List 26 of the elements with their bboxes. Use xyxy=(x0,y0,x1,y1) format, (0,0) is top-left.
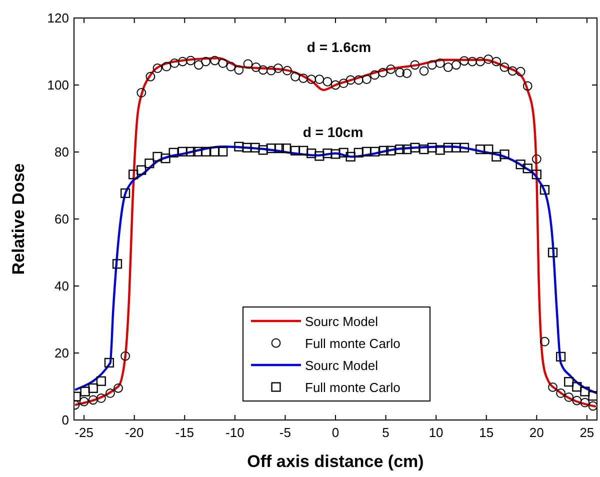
y-tick-label: 60 xyxy=(54,212,69,226)
x-axis-title: Off axis distance (cm) xyxy=(247,452,424,471)
x-tick-label: 10 xyxy=(428,425,444,440)
legend-label: Full monte Carlo xyxy=(305,336,400,351)
x-tick-label: 25 xyxy=(580,425,594,440)
x-tick-label: 20 xyxy=(529,425,544,440)
annotation: d = 1.6cm xyxy=(306,39,372,55)
legend-label: Sourc Model xyxy=(305,314,378,329)
x-tick-label: 5 xyxy=(382,425,390,440)
legend-label: Full monte Carlo xyxy=(305,380,400,395)
y-tick-label: 80 xyxy=(54,144,69,160)
y-tick-label: 20 xyxy=(54,346,69,360)
x-tick-label: -5 xyxy=(279,425,291,440)
x-tick-label: -10 xyxy=(226,425,244,440)
x-tick-label: -15 xyxy=(175,425,194,440)
y-axis-title: Relative Dose xyxy=(9,163,28,275)
y-tick-label: 0 xyxy=(62,412,69,428)
legend-label: Sourc Model xyxy=(305,358,378,373)
annotation: d = 10cm xyxy=(302,124,364,140)
x-tick-label: 15 xyxy=(479,425,494,440)
y-tick-label: 120 xyxy=(47,10,69,26)
y-tick-label: 40 xyxy=(54,278,69,294)
x-tick-label: -25 xyxy=(74,425,94,440)
y-tick-label: 100 xyxy=(47,78,69,92)
x-tick-label: -20 xyxy=(124,425,144,440)
x-tick-label: 0 xyxy=(332,425,340,440)
